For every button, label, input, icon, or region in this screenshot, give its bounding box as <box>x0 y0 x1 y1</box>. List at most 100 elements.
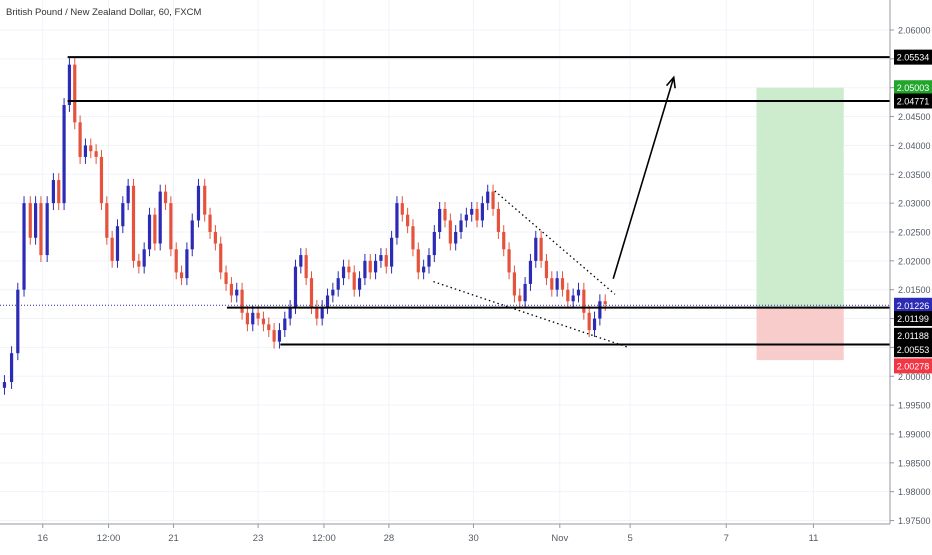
y-tick-label: 1.98500 <box>898 458 931 468</box>
candle-body <box>582 289 586 313</box>
candle-body <box>62 105 66 204</box>
candle-body <box>89 145 93 152</box>
candle-body <box>39 203 43 256</box>
candle-body <box>147 214 152 250</box>
candle-body <box>507 249 511 273</box>
price-label-text: 2.01226 <box>897 301 930 311</box>
price-label-text: 2.01188 <box>897 331 929 341</box>
candle-body <box>2 382 7 388</box>
candle-body <box>315 307 319 319</box>
candle-body <box>196 185 201 221</box>
candle-body <box>304 255 308 279</box>
candle-body <box>443 208 447 221</box>
candle-body <box>174 249 178 273</box>
candle-body <box>16 289 20 354</box>
price-label-box <box>894 358 932 374</box>
candle-body <box>299 255 303 267</box>
candle-body <box>502 231 506 250</box>
candle-body <box>142 249 146 267</box>
candle-body <box>110 237 114 261</box>
candle-body <box>550 278 554 290</box>
y-tick-label: 1.99000 <box>898 429 931 439</box>
candle-body <box>22 203 26 290</box>
candle-body <box>555 278 559 290</box>
price-label-box <box>894 49 932 65</box>
x-tick-label: 21 <box>168 533 179 544</box>
price-label-text: 2.05534 <box>897 53 930 63</box>
candle-body <box>169 203 173 250</box>
candle-body <box>587 312 591 331</box>
x-tick-label: 23 <box>253 533 264 544</box>
price-label-box <box>894 80 932 96</box>
price-label-box <box>894 311 932 327</box>
candle-body <box>153 214 157 244</box>
wedge-trendline <box>433 281 629 349</box>
candle-body <box>73 64 77 123</box>
x-tick-label: Nov <box>551 533 568 544</box>
candle-body <box>454 231 458 244</box>
y-tick-label: 2.04000 <box>898 141 931 151</box>
y-tick-label: 2.01500 <box>898 285 931 295</box>
candle-body <box>99 156 104 204</box>
price-label-box <box>894 327 932 343</box>
y-tick-label: 1.98000 <box>898 487 931 497</box>
candle-body <box>28 203 32 238</box>
y-tick-label: 2.02000 <box>898 256 931 266</box>
candle-body <box>571 295 575 302</box>
price-label-text: 2.04771 <box>897 96 930 106</box>
candle-body <box>272 330 276 342</box>
x-tick-label: 16 <box>37 533 48 544</box>
y-tick-label: 1.99500 <box>898 401 931 411</box>
candle-body <box>603 301 607 305</box>
candle-body <box>523 283 527 302</box>
candle-body <box>357 278 362 290</box>
x-tick-label: 12:00 <box>312 533 336 544</box>
candle-body <box>518 295 522 302</box>
candle-body <box>219 243 223 273</box>
x-tick-label: 7 <box>724 533 729 544</box>
candle-body <box>534 237 538 261</box>
candle-body <box>288 307 292 319</box>
price-label-text: 2.05003 <box>897 83 930 93</box>
candle-body <box>208 214 212 232</box>
candle-body <box>235 289 239 296</box>
candle-body <box>560 278 565 290</box>
candle-body <box>347 266 351 273</box>
projection-arrow-line <box>612 77 675 279</box>
candle-body <box>121 203 125 227</box>
candle-body <box>470 208 474 215</box>
candle-body <box>320 307 324 319</box>
candle-body <box>9 353 14 383</box>
candle-body <box>105 203 109 238</box>
price-label-box <box>894 297 932 313</box>
price-label-text: 2.01199 <box>897 314 929 324</box>
candle-body <box>256 312 260 319</box>
candle-body <box>432 231 436 256</box>
candle-body <box>427 255 431 267</box>
candle-body <box>51 180 55 204</box>
candle-body <box>267 324 271 331</box>
candle-body <box>539 237 543 261</box>
candle-body <box>158 191 162 244</box>
candle-body <box>486 191 490 204</box>
price-label-text: 2.00278 <box>897 361 930 371</box>
candle-body <box>528 260 533 284</box>
candle-body <box>475 208 479 221</box>
x-tick-label: 28 <box>384 533 395 544</box>
price-label-text: 2.00553 <box>897 345 930 355</box>
candle-body <box>592 318 597 331</box>
candle-body <box>400 203 404 215</box>
candle-body <box>224 272 228 284</box>
candle-body <box>512 272 517 296</box>
y-tick-label: 2.02500 <box>898 227 931 237</box>
candle-body <box>179 272 184 279</box>
x-tick-label: 30 <box>468 533 479 544</box>
candle-body <box>459 220 463 232</box>
candle-body <box>57 180 61 204</box>
candle-body <box>163 191 168 204</box>
x-tick-label: 12:00 <box>97 533 121 544</box>
candle-body <box>83 145 88 157</box>
candle-body <box>240 289 244 313</box>
